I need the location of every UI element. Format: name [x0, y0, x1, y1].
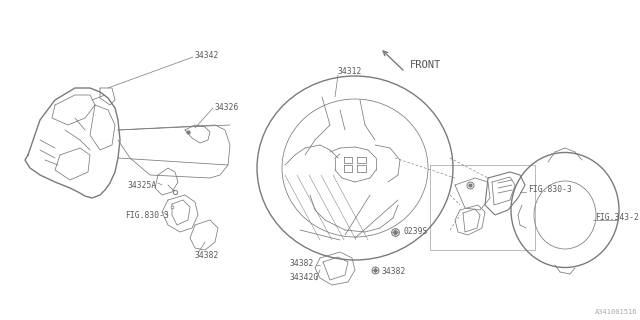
- Text: A341001516: A341001516: [595, 309, 637, 315]
- Text: 34325A: 34325A: [128, 180, 157, 189]
- Text: 34382: 34382: [382, 268, 406, 276]
- Text: 0239S: 0239S: [403, 228, 428, 236]
- Text: FIG.830-3: FIG.830-3: [125, 211, 169, 220]
- Text: 34326: 34326: [215, 103, 239, 113]
- Text: FRONT: FRONT: [410, 60, 441, 70]
- Text: 34342G: 34342G: [290, 274, 319, 283]
- Text: 34382: 34382: [195, 251, 220, 260]
- Text: FIG.830-3: FIG.830-3: [528, 186, 572, 195]
- Text: 34342: 34342: [195, 51, 220, 60]
- Text: 34312: 34312: [338, 68, 362, 76]
- Text: FIG.343-2: FIG.343-2: [595, 213, 639, 222]
- Text: 34382: 34382: [290, 259, 314, 268]
